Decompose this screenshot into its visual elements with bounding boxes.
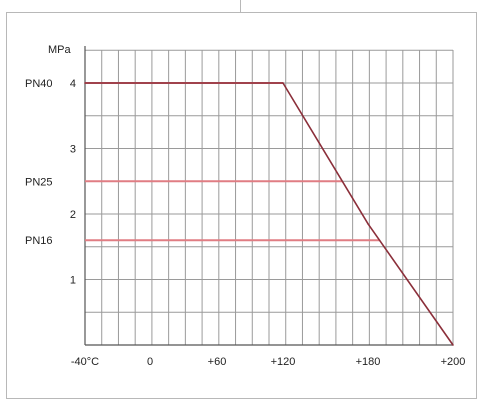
- x-tick-label: 0: [147, 356, 153, 368]
- rating-curve-point: [367, 223, 369, 225]
- pressure-class-lines: [85, 82, 380, 242]
- rating-curve-point: [452, 344, 454, 346]
- rating-curve-point: [84, 82, 86, 84]
- y-axis-label: MPa: [48, 44, 72, 56]
- y-tick-label: 4: [70, 78, 76, 90]
- x-tick-labels: -40°C 0 +60 +120 +180 +200: [71, 356, 466, 368]
- grid: [84, 46, 454, 346]
- y-tick-label: 2: [70, 209, 76, 221]
- y-tick-labels: 1 2 3 4: [70, 78, 76, 287]
- x-tick-label: +200: [441, 356, 466, 368]
- rating-curve-line: [85, 82, 454, 346]
- pressure-class-label-pn25: PN25: [25, 176, 53, 188]
- pressure-class-label-pn16: PN16: [25, 235, 53, 247]
- x-tick-label: +180: [356, 356, 381, 368]
- frame-notch: [240, 0, 241, 12]
- x-tick-label: -40°C: [71, 356, 99, 368]
- y-tick-label: 1: [70, 275, 76, 287]
- rating-curve: [84, 82, 454, 346]
- pressure-class-label-pn40: PN40: [25, 78, 53, 90]
- x-tick-label: +60: [208, 356, 227, 368]
- pressure-class-labels: PN40 PN25 PN16: [25, 78, 53, 247]
- x-tick-label: +120: [271, 356, 296, 368]
- rating-curve-point: [282, 82, 284, 84]
- y-tick-label: 3: [70, 144, 76, 156]
